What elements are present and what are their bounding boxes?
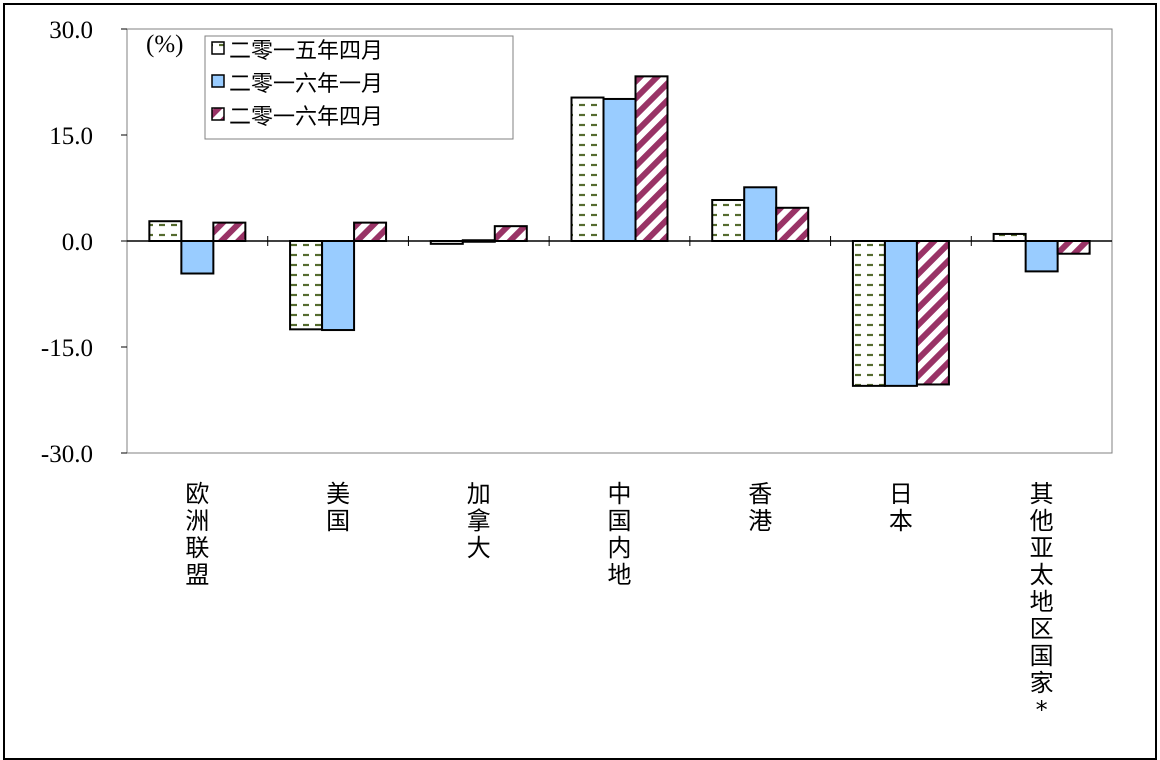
legend-label: 二零一五年四月: [229, 39, 383, 64]
bar-0-5: [851, 240, 886, 387]
legend-swatch: [211, 74, 225, 88]
bar-2-2: [493, 225, 528, 243]
y-tick-label: -15.0: [41, 335, 93, 362]
category-label: 其他亚太地区国家*: [1030, 480, 1054, 724]
bar-2-0: [212, 221, 247, 242]
bar-0-6: [992, 232, 1027, 243]
bar-0-4: [711, 199, 746, 243]
y-tick-label: 15.0: [49, 123, 93, 150]
y-tick-label: -30.0: [41, 441, 93, 468]
bar-2-4: [775, 206, 810, 242]
unit-label: (%): [146, 31, 183, 58]
y-tick-label: 30.0: [49, 17, 93, 44]
legend-label: 二零一六年四月: [229, 105, 383, 130]
category-ticks: [267, 236, 972, 246]
bar-1-1: [321, 240, 356, 332]
bar-2-6: [1056, 240, 1091, 255]
legend-swatch: [211, 41, 225, 55]
legend-label: 二零一六年一月: [229, 72, 383, 97]
y-axis-ticks: 30.0 15.0 0.0 -15.0 -30.0: [41, 17, 127, 468]
legend-box: [204, 35, 514, 140]
category-labels: 欧洲联盟 美国 加拿大 中国内地 香港 日本 其他亚太地区国家*: [185, 480, 1053, 724]
bar-2-5: [915, 240, 950, 386]
bar-1-0: [180, 240, 215, 275]
bar-1-6: [1024, 240, 1059, 273]
category-label: 日本: [889, 480, 913, 535]
category-label: 美国: [326, 480, 350, 535]
bar-1-3: [602, 97, 637, 242]
bar-2-3: [634, 75, 669, 242]
category-label: 加拿大: [467, 480, 491, 562]
category-label: 香港: [748, 480, 772, 535]
chart-frame: [3, 3, 1157, 760]
category-label: 中国内地: [608, 480, 632, 589]
y-tick-label: 0.0: [62, 229, 93, 256]
bar-1-5: [883, 240, 918, 387]
bar-0-1: [289, 240, 324, 331]
bar-2-1: [353, 221, 388, 242]
legend-swatch: [211, 107, 225, 121]
bar-0-0: [148, 220, 183, 242]
category-label: 欧洲联盟: [185, 480, 209, 589]
bar-0-3: [570, 96, 605, 243]
bar-1-4: [743, 186, 778, 242]
